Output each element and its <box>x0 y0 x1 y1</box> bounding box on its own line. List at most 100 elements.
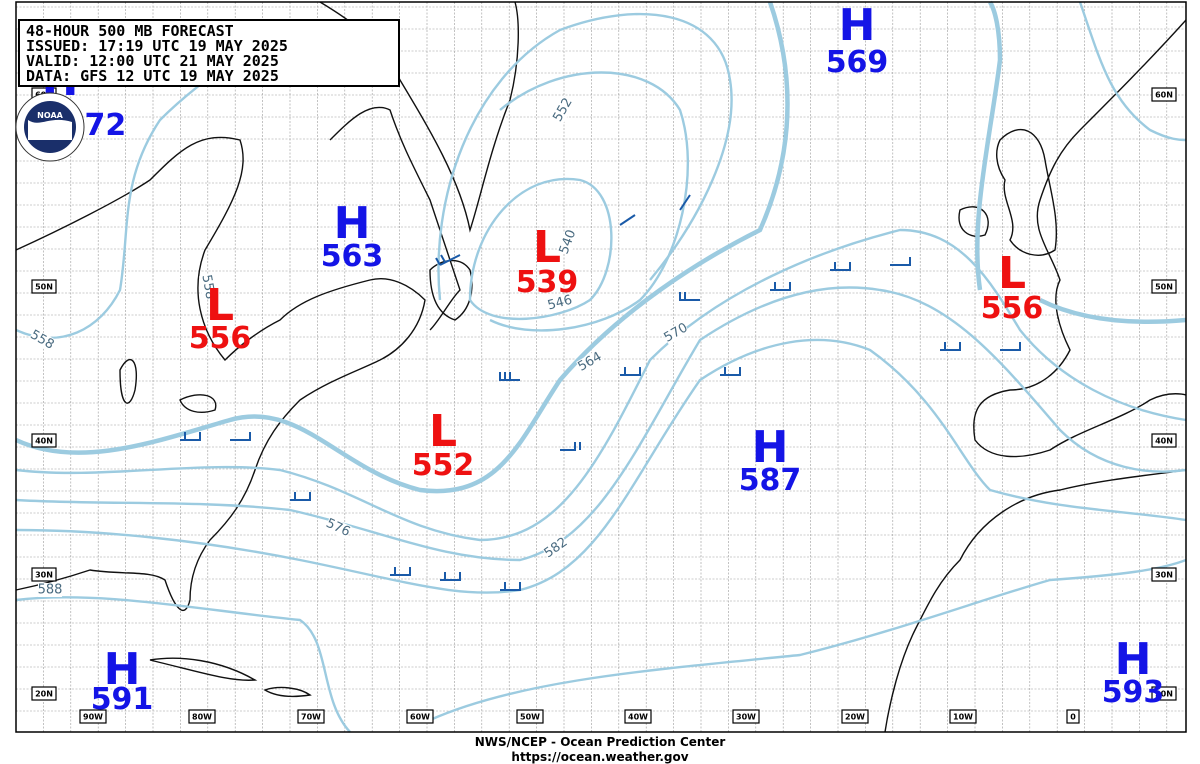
center-letter: H <box>1115 634 1152 685</box>
lon-label-box <box>624 709 652 724</box>
contour-line <box>1078 1 1187 142</box>
coast-labrador <box>329 106 461 331</box>
contour-line <box>489 71 690 332</box>
contour-label-bg <box>662 320 690 346</box>
center-letter: L <box>429 406 457 457</box>
center-letter: L <box>998 248 1026 299</box>
center-value: 556 <box>189 321 252 356</box>
center-letter: H <box>334 198 371 249</box>
center-value: 552 <box>412 448 475 483</box>
center-letter: H <box>752 422 789 473</box>
contour-label: 546 <box>546 293 574 314</box>
lon-label: 30W <box>736 713 756 722</box>
lon-label: 80W <box>192 713 212 722</box>
center-value: 539 <box>516 265 579 300</box>
lon-label-box <box>297 709 325 724</box>
logo-bird <box>28 119 72 140</box>
header-line: DATA: GFS 12 UTC 19 MAY 2025 <box>26 67 279 85</box>
contour-line <box>429 558 1187 722</box>
noaa-logo: NOAA <box>15 92 85 162</box>
labels: 60N60N50N50N40N40N30N30N20N20N90W80W70W6… <box>27 0 1177 724</box>
contour-label-bg <box>28 327 56 353</box>
lat-label-box <box>1151 279 1177 294</box>
contour-label-bg <box>199 273 217 301</box>
contour-line <box>437 12 733 301</box>
coast-africa <box>884 469 1187 733</box>
lat-label: 20N <box>35 690 53 699</box>
center-value: 587 <box>739 463 802 498</box>
contour-line <box>15 596 351 733</box>
contour-label-bg <box>576 349 604 375</box>
coast-britain <box>958 129 1058 256</box>
footer-line: NWS/NCEP - Ocean Prediction Center <box>475 735 726 749</box>
center-letter: H <box>839 0 876 51</box>
contour-label-bg <box>542 535 570 561</box>
contour-label: 588 <box>38 583 63 598</box>
header-frame <box>18 19 400 87</box>
lon-label-box <box>188 709 216 724</box>
center-value: 569 <box>826 45 889 80</box>
logo-text: NOAA <box>37 111 63 120</box>
lon-label-box <box>949 709 977 724</box>
map-frame <box>15 1 1187 733</box>
lon-label-box <box>516 709 544 724</box>
lat-label-box <box>1151 433 1177 448</box>
center-letter: L <box>533 222 561 273</box>
lat-label-box <box>1151 567 1177 582</box>
lon-label-box <box>841 709 869 724</box>
lat-label: 20N <box>1155 690 1173 699</box>
center-value: 591 <box>91 682 154 717</box>
contour-label-bg <box>550 96 576 124</box>
lat-label-box <box>31 279 57 294</box>
lat-label: 30N <box>35 571 53 580</box>
lon-label-box <box>732 709 760 724</box>
lon-label: 60W <box>410 713 430 722</box>
header-box: 48-HOUR 500 MB FORECAST ISSUED: 17:19 UT… <box>18 19 400 87</box>
lat-label-box <box>1151 87 1177 102</box>
lon-label: 70W <box>301 713 321 722</box>
contour-label-bg <box>546 293 574 313</box>
lat-label-box <box>1151 686 1177 701</box>
contour-line <box>15 286 1187 562</box>
lon-label: 90W <box>83 713 103 722</box>
lat-label: 40N <box>1155 437 1173 446</box>
header-line: VALID: 12:00 UTC 21 MAY 2025 <box>26 52 279 70</box>
coast-great-lakes <box>119 358 217 413</box>
center-value: 556 <box>981 291 1044 326</box>
lon-label: 40W <box>628 713 648 722</box>
header-line: ISSUED: 17:19 UTC 19 MAY 2025 <box>26 37 288 55</box>
lon-label: 0 <box>1070 713 1076 722</box>
contours <box>15 0 1187 733</box>
contour-label-bg <box>324 516 352 540</box>
center-value: 593 <box>1102 675 1165 710</box>
lon-label: 50W <box>520 713 540 722</box>
lat-label: 30N <box>1155 571 1173 580</box>
center-value: 563 <box>321 239 384 274</box>
footer-line: https://ocean.weather.gov <box>511 750 688 764</box>
contour-label: 558 <box>198 273 217 300</box>
contour-label-bg <box>38 583 62 597</box>
center-letter: H <box>104 644 141 695</box>
contour-line <box>15 338 1187 594</box>
contour-label-bg <box>557 228 579 256</box>
lon-label-box <box>79 709 107 724</box>
lon-label-box <box>406 709 434 724</box>
lon-label-box <box>1066 709 1080 724</box>
wind-barb <box>180 194 1021 591</box>
lat-label: 40N <box>35 437 53 446</box>
contour-line <box>15 1 790 494</box>
contour-line <box>15 228 1187 542</box>
lat-label: 50N <box>35 283 53 292</box>
wind-barbs <box>180 194 1021 591</box>
lat-label-box <box>31 567 57 582</box>
header-line: 48-HOUR 500 MB FORECAST <box>26 22 234 40</box>
coast-cuba <box>149 657 312 698</box>
lat-label-box <box>31 433 57 448</box>
center-letter: L <box>206 280 234 331</box>
contour-line <box>468 177 613 321</box>
lon-label: 10W <box>953 713 973 722</box>
lat-label: 50N <box>1155 283 1173 292</box>
coast-europe <box>973 19 1187 458</box>
